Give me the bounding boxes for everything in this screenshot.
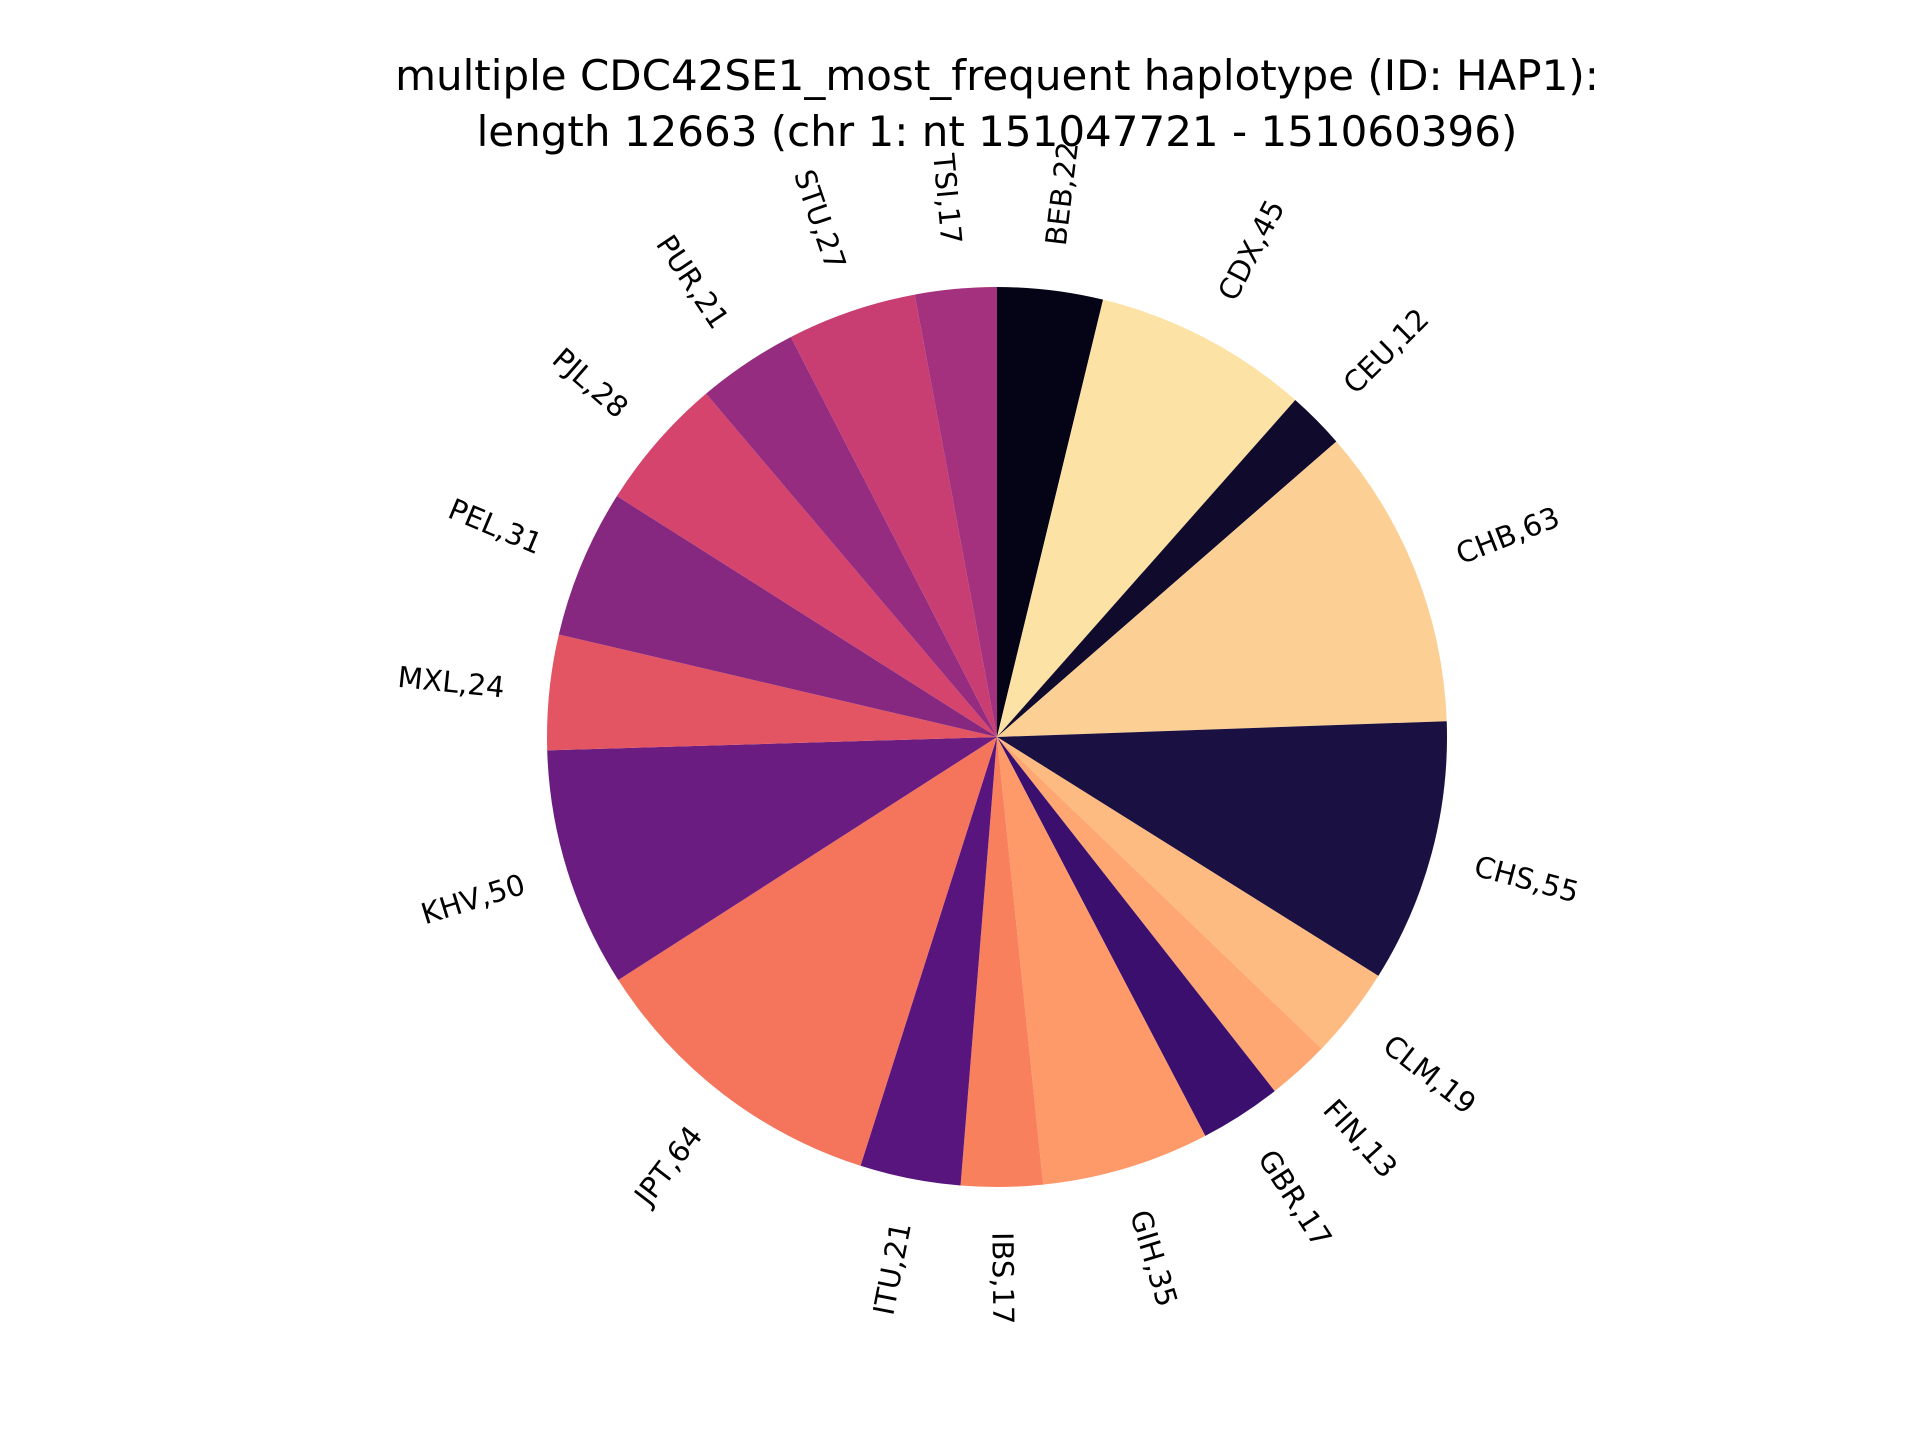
- chart-title-line-2: length 12663 (chr 1: nt 151047721 - 1510…: [477, 107, 1518, 156]
- pie-slice-pjl: [616, 393, 997, 737]
- pie-slice-ceu: [997, 400, 1337, 737]
- pie-slices: [547, 287, 1447, 1188]
- pie-label-ceu: CEU,12: [1336, 302, 1435, 401]
- pie-slice-pur: [706, 336, 997, 737]
- pie-slice-clm: [997, 737, 1379, 1049]
- pie-label-pur: PUR,21: [649, 229, 736, 335]
- pie-label-pel: PEL,31: [444, 492, 548, 561]
- chart-title-line-1: multiple CDC42SE1_most_frequent haplotyp…: [395, 51, 1599, 100]
- pie-label-chb: CHB,63: [1451, 500, 1564, 571]
- pie-slice-khv: [547, 737, 997, 981]
- pie-label-clm: CLM,19: [1377, 1028, 1483, 1121]
- pie-label-fin: FIN,13: [1316, 1093, 1404, 1185]
- pie-label-beb: BEB,22: [1039, 140, 1085, 248]
- pie-label-chs: CHS,55: [1471, 849, 1583, 909]
- pie-slice-chb: [997, 441, 1447, 737]
- pie-slice-mxl: [547, 634, 997, 751]
- pie-slice-stu: [790, 294, 997, 737]
- pie-label-khv: KHV,50: [417, 867, 529, 931]
- pie-slice-fin: [997, 737, 1322, 1092]
- pie-label-ibs: IBS,17: [985, 1232, 1020, 1325]
- pie-slice-tsi: [914, 287, 997, 737]
- pie-label-jpt: JPT,64: [626, 1119, 709, 1213]
- pie-slice-gbr: [997, 737, 1275, 1136]
- pie-label-cdx: CDX,45: [1211, 194, 1291, 306]
- pie-label-gih: GIH,35: [1123, 1206, 1184, 1311]
- pie-slice-cdx: [997, 299, 1296, 737]
- pie-label-pjl: PJL,28: [546, 341, 635, 425]
- pie-label-tsi: TSI,17: [926, 151, 968, 246]
- pie-slice-chs: [997, 721, 1447, 976]
- pie-label-itu: ITU,21: [866, 1219, 917, 1317]
- pie-slice-jpt: [618, 737, 997, 1166]
- pie-slice-pel: [558, 496, 997, 737]
- pie-slice-itu: [860, 737, 997, 1186]
- pie-label-stu: STU,27: [787, 165, 853, 274]
- pie-slice-gih: [997, 737, 1206, 1185]
- pie-slice-beb: [997, 287, 1104, 737]
- pie-label-mxl: MXL,24: [396, 660, 506, 705]
- pie-slice-ibs: [960, 737, 1044, 1188]
- pie-label-gbr: GBR,17: [1251, 1144, 1338, 1254]
